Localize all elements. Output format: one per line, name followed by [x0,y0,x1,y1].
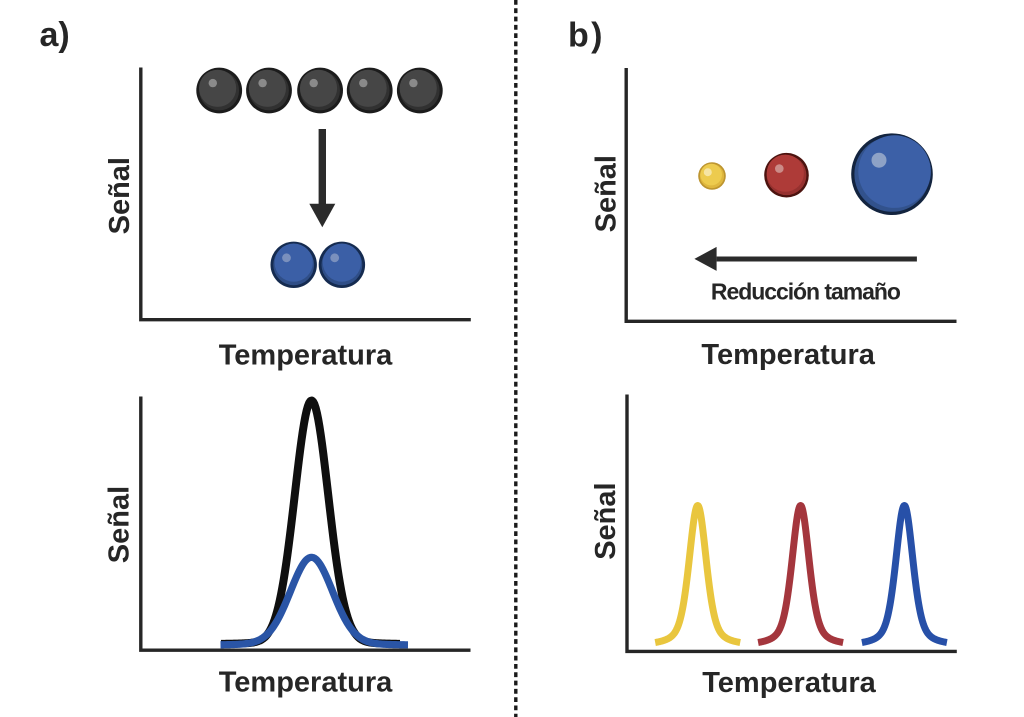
svg-text:Reducción tamaño: Reducción tamaño [711,279,901,305]
svg-text:Señal: Señal [590,482,622,559]
svg-text:Temperatura: Temperatura [702,667,876,699]
svg-text:Temperatura: Temperatura [219,667,393,699]
svg-text:Señal: Señal [104,486,136,563]
svg-text:Señal: Señal [104,157,136,234]
svg-text:Temperatura: Temperatura [701,339,875,371]
svg-text:a): a) [40,16,70,54]
svg-text:b): b) [568,16,605,54]
svg-text:Temperatura: Temperatura [219,339,393,371]
svg-text:Señal: Señal [591,155,623,232]
